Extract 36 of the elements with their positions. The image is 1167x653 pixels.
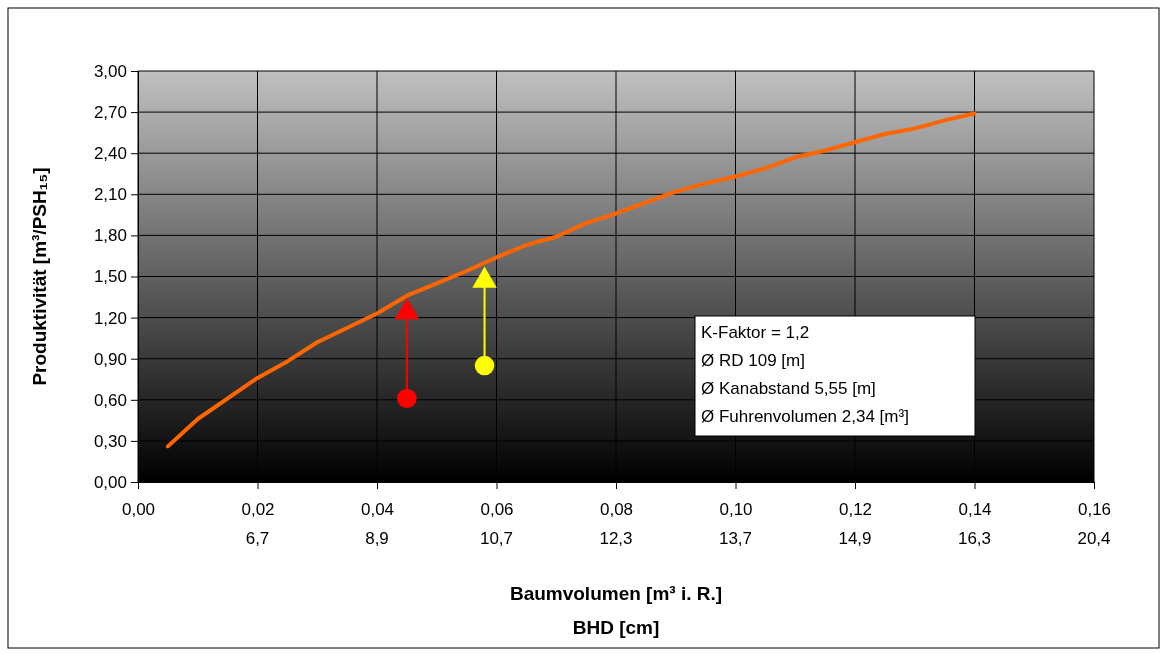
line-series [165, 111, 977, 449]
x-tick-label: 0,12 [838, 500, 873, 520]
x-tick-label: 0,00 [121, 500, 156, 520]
annotation: Ø Fuhrenvolumen 2,34 [m³] [701, 407, 909, 426]
y-tick-label: 0,60 [93, 390, 127, 410]
x-tick-label: 0,06 [480, 500, 514, 520]
annotation: Ø RD 109 [m] [701, 351, 805, 370]
y-tick-label: 1,80 [93, 226, 127, 246]
x-tick-label: 0,04 [360, 500, 395, 520]
text: 6,7 [245, 529, 270, 548]
annotation: K-Faktor = 1,2 [701, 323, 810, 342]
x-tick-label: 0,10 [719, 500, 753, 520]
text: 10,7 [479, 529, 514, 548]
text: 8,9 [365, 529, 389, 548]
y-tick-label: 3,00 [93, 61, 127, 81]
y-tick-label: 0,30 [93, 431, 127, 451]
y-tick-label: 0,90 [93, 349, 127, 369]
text: 20,4 [1077, 529, 1111, 548]
y-tick-label: 1,50 [93, 267, 127, 287]
text: 14,9 [838, 529, 872, 548]
x2-axis-title: BHD [cm] [572, 617, 660, 638]
y-tick-label: 2,40 [93, 144, 127, 164]
y-tick-label: 1,20 [93, 308, 127, 328]
y-axis-title: Produktivität [m³/PSH₁₅] [29, 167, 50, 386]
annotation: Ø Kanabstand 5,55 [m] [701, 379, 876, 398]
x-axis-title: Baumvolumen [m³ i. R.] [509, 583, 723, 604]
y-tick-label: 0,00 [93, 472, 127, 492]
y-tick-label: 2,10 [93, 185, 127, 205]
text: 12,3 [599, 529, 633, 548]
text: 16,3 [957, 529, 992, 548]
text: 13,7 [718, 529, 753, 548]
x-tick-label: 0,14 [958, 500, 992, 520]
y-tick-label: 2,70 [93, 103, 127, 123]
x-tick-label: 0,08 [599, 500, 634, 520]
x-tick-label: 0,02 [241, 500, 275, 520]
x-tick-label: 0,16 [1077, 500, 1112, 520]
